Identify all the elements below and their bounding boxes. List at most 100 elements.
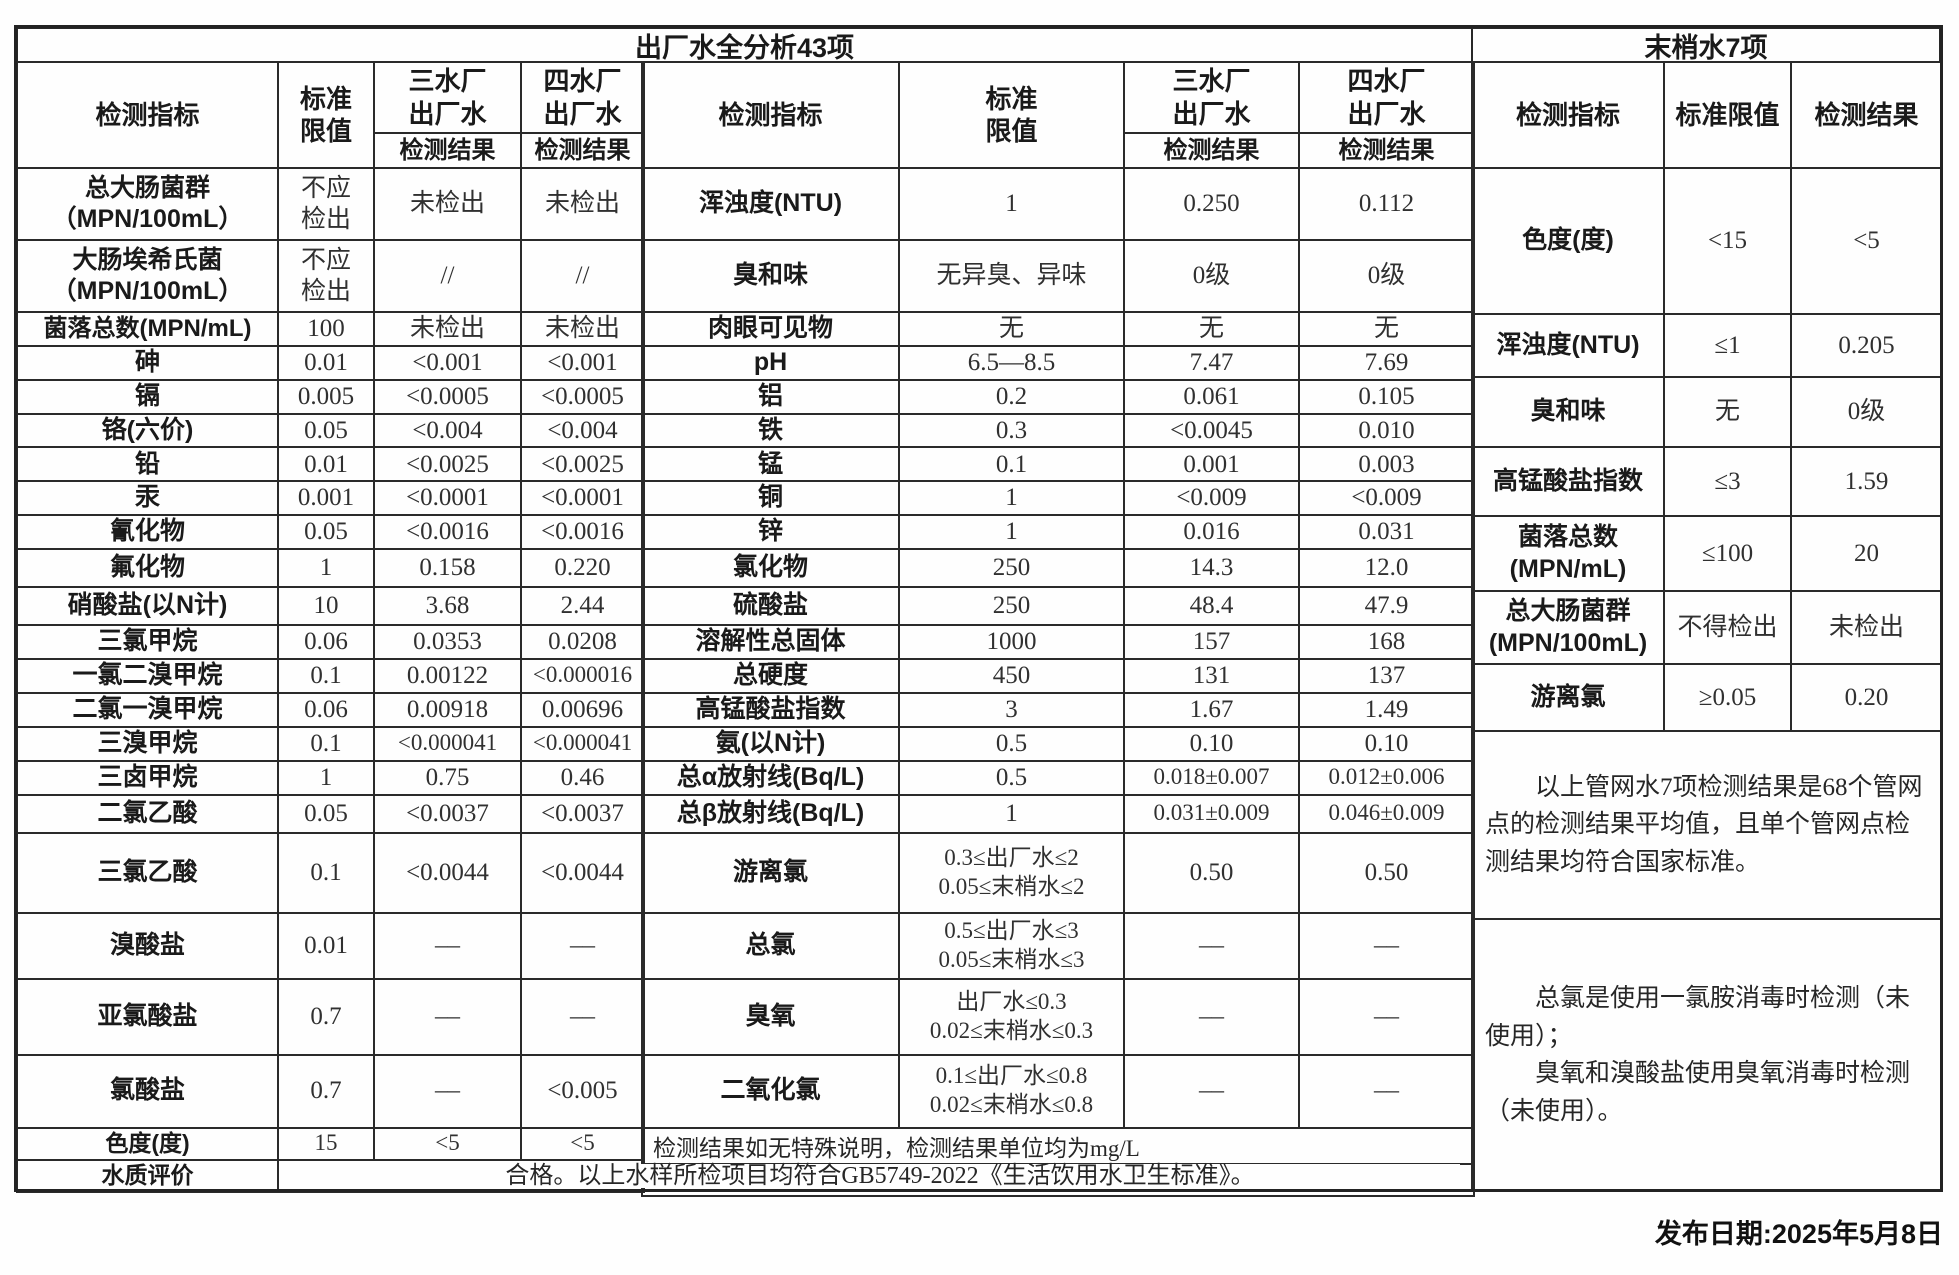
p3-result-cell: <0.0025 (373, 446, 522, 483)
p3-result-cell: <0.0016 (373, 513, 522, 550)
limit-cell: 0.06 (277, 691, 375, 728)
result-cell: 20 (1790, 515, 1943, 592)
table-row: 三氯乙酸 0.1 <0.0044 <0.0044 (16, 831, 645, 914)
limit-cell: ≤3 (1663, 446, 1792, 517)
p3-result-cell: 3.68 (373, 585, 522, 626)
table-row: 氨(以N计) 0.5 0.10 0.10 (641, 725, 1475, 762)
p4-result-cell: 1.49 (1298, 691, 1475, 728)
table-row: 三氯甲烷 0.06 0.0353 0.0208 (16, 623, 645, 660)
limit-cell: 0.05 (277, 793, 375, 834)
plant3-header: 三水厂 出厂水 (373, 61, 522, 134)
table-row: 总大肠菌群 （MPN/100mL） 不应 检出 未检出 未检出 (16, 167, 645, 241)
indicator-cell: 锌 (641, 513, 900, 550)
p4-result-cell: 未检出 (520, 167, 645, 241)
table-row: 臭氧 出厂水≤0.3 0.02≤末梢水≤0.3 –– –– (641, 977, 1475, 1056)
table-row: 氰化物 0.05 <0.0016 <0.0016 (16, 513, 645, 550)
limit-cell: 0.5≤出厂水≤3 0.05≤末梢水≤3 (898, 911, 1125, 980)
table-row: 臭和味无 0级 (1471, 376, 1943, 448)
p4-result-cell: // (520, 239, 645, 313)
limit-cell: 无 (898, 311, 1125, 347)
indicator-cell: 游离氯 (641, 831, 900, 914)
limit-cell: 1 (898, 167, 1125, 241)
indicator-cell: 一氯二溴甲烷 (16, 657, 279, 694)
indicator-cell: 三卤甲烷 (16, 759, 279, 796)
limit-cell: 10 (277, 585, 375, 626)
limit-header: 标准限值 (1663, 61, 1792, 169)
result-cell: 0.20 (1790, 663, 1943, 732)
p4-result-cell: <0.005 (520, 1053, 645, 1129)
p3-result-cell: –– (373, 977, 522, 1056)
limit-cell: 0.3 (898, 412, 1125, 449)
result-cell: 0.205 (1790, 313, 1943, 378)
table-row: 三卤甲烷 1 0.75 0.46 (16, 759, 645, 796)
limit-cell: 0.5 (898, 759, 1125, 796)
table-row: 锌 1 0.016 0.031 (641, 513, 1475, 550)
indicator-cell: 菌落总数(MPN/mL) (16, 311, 279, 347)
result-header: 检测结果 (1790, 61, 1943, 169)
indicator-cell: 总α放射线(Bq/L) (641, 759, 900, 796)
limit-cell: 15 (277, 1126, 375, 1161)
p4-result-cell: 0.220 (520, 547, 645, 588)
plant4-header: 四水厂 出厂水 (520, 61, 645, 134)
indicator-cell: 菌落总数 (MPN/mL) (1471, 515, 1665, 592)
table-row: 铁 0.3 <0.0045 0.010 (641, 412, 1475, 449)
p4-result-cell: <0.009 (1298, 480, 1475, 516)
limit-cell: 不应 检出 (277, 167, 375, 241)
p3-result-cell: 1.67 (1123, 691, 1300, 728)
p4-result-cell: 137 (1298, 657, 1475, 694)
p4-result-cell: <0.0037 (520, 793, 645, 834)
limit-cell: 0.01 (277, 345, 375, 381)
p3-result-cell: 未检出 (373, 167, 522, 241)
p3-result-cell: 0.75 (373, 759, 522, 796)
p3-result-cell: <0.001 (373, 345, 522, 381)
table-row: 亚氯酸盐 0.7 –– –– (16, 977, 645, 1056)
indicator-cell: 游离氯 (1471, 663, 1665, 732)
table-row: 铝 0.2 0.061 0.105 (641, 379, 1475, 415)
limit-cell: 1 (898, 793, 1125, 834)
p4-result-cell: 0.46 (520, 759, 645, 796)
p3-result-cell: 48.4 (1123, 585, 1300, 626)
p4-result-cell: –– (520, 911, 645, 980)
p4-result-cell: <0.001 (520, 345, 645, 381)
evaluation-label-cell: 水质评价 (16, 1158, 279, 1193)
p3-result-cell: 7.47 (1123, 345, 1300, 381)
limit-cell: 0.005 (277, 379, 375, 415)
table-row: 溴酸盐 0.01 –– –– (16, 911, 645, 980)
indicator-cell: 硝酸盐(以N计) (16, 585, 279, 626)
p4-result-cell: 12.0 (1298, 547, 1475, 588)
p3-result-cell: <0.0001 (373, 480, 522, 516)
p4-result-cell: <0.0025 (520, 446, 645, 483)
limit-cell: 0.01 (277, 911, 375, 980)
p3-result-cell: <0.009 (1123, 480, 1300, 516)
table-row: 二氯一溴甲烷 0.06 0.00918 0.00696 (16, 691, 645, 728)
limit-cell: 0.01 (277, 446, 375, 483)
limit-cell: 250 (898, 547, 1125, 588)
limit-cell: 0.1 (277, 831, 375, 914)
factory-table-left: 检测指标 标准 限值 三水厂 出厂水 四水厂 出厂水 检测结果 检测结果 总大肠… (16, 61, 645, 1193)
limit-cell: 无异臭、异味 (898, 239, 1125, 313)
p3-result-cell: 14.3 (1123, 547, 1300, 588)
p3-result-cell: 0.031±0.009 (1123, 793, 1300, 834)
disinfect-note-line2: 臭氧和溴酸盐使用臭氧消毒时检测（未使用）。 (1485, 1060, 1911, 1125)
p4-result-cell: 0级 (1298, 239, 1475, 313)
result-subheader: 检测结果 (520, 132, 645, 169)
p4-result-cell: 0.010 (1298, 412, 1475, 449)
indicator-cell: 色度(度) (16, 1126, 279, 1161)
disinfect-note-row: 总氯是使用一氯胺消毒时检测（未使用）； 臭氧和溴酸盐使用臭氧消毒时检测（未使用）。 (1471, 918, 1943, 1192)
indicator-cell: 总β放射线(Bq/L) (641, 793, 900, 834)
p3-result-cell: 131 (1123, 657, 1300, 694)
indicator-cell: 浑浊度(NTU) (641, 167, 900, 241)
limit-cell: 1 (277, 547, 375, 588)
p4-result-cell: <0.004 (520, 412, 645, 449)
limit-cell: 1000 (898, 623, 1125, 660)
indicator-cell: 总氯 (641, 911, 900, 980)
limit-cell: ≤1 (1663, 313, 1792, 378)
table-row: 浑浊度(NTU) ≤1 0.205 (1471, 313, 1943, 378)
table-row: 游离氯 ≥0.05 0.20 (1471, 663, 1943, 732)
p4-result-cell: 0.0208 (520, 623, 645, 660)
table-row: 硝酸盐(以N计) 10 3.68 2.44 (16, 585, 645, 626)
p3-result-cell: 0级 (1123, 239, 1300, 313)
table-row: 总氯 0.5≤出厂水≤3 0.05≤末梢水≤3 –– –– (641, 911, 1475, 980)
indicator-cell: 高锰酸盐指数 (641, 691, 900, 728)
